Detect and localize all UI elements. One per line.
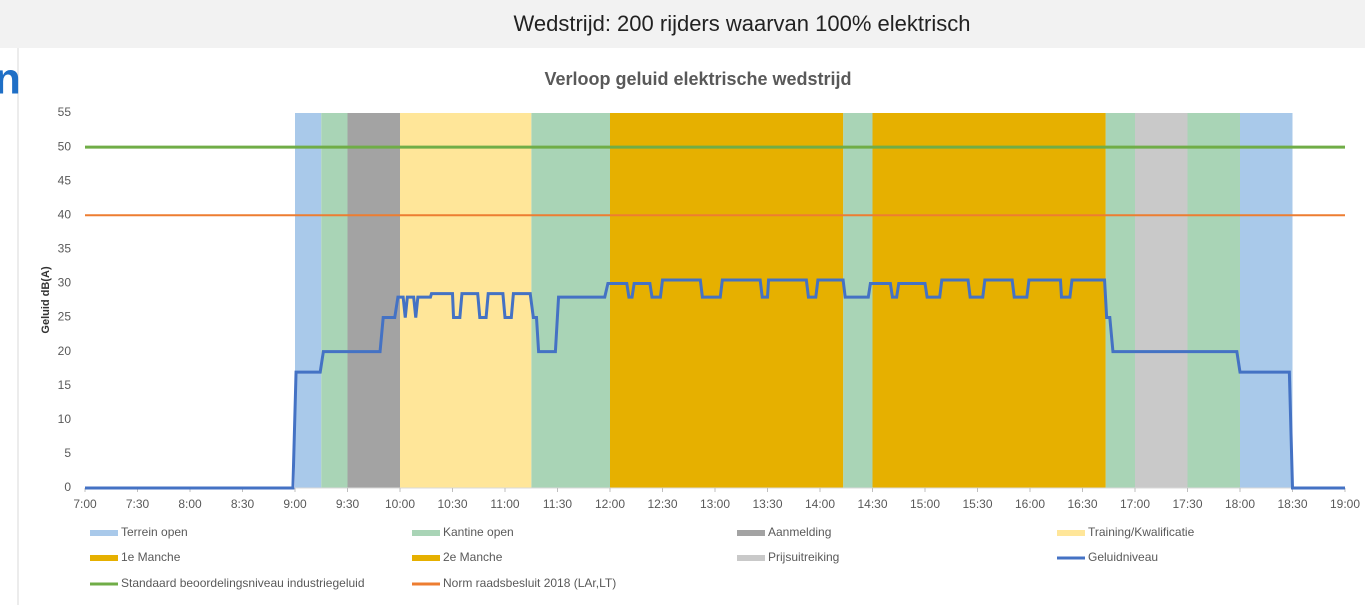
x-tick-label: 11:00 — [490, 497, 519, 511]
y-tick-label: 5 — [64, 446, 71, 460]
band — [1105, 113, 1135, 488]
y-tick-label: 40 — [58, 207, 72, 221]
x-tick-label: 13:30 — [752, 497, 782, 511]
band — [347, 113, 400, 488]
legend-swatch — [1057, 530, 1085, 536]
legend-label: Kantine open — [443, 525, 514, 539]
y-tick-label: 10 — [58, 412, 72, 426]
x-tick-label: 12:30 — [647, 497, 677, 511]
x-tick-label: 17:00 — [1120, 497, 1150, 511]
y-tick-label: 50 — [58, 139, 72, 153]
x-tick-label: 10:30 — [437, 497, 467, 511]
y-tick-label: 45 — [58, 173, 72, 187]
legend-label: Aanmelding — [768, 525, 831, 539]
x-tick-label: 8:30 — [231, 497, 255, 511]
legend-swatch — [737, 555, 765, 561]
band — [531, 113, 610, 488]
band — [872, 113, 1106, 488]
header-title: Wedstrijd: 200 rijders waarvan 100% elek… — [514, 11, 971, 36]
legend-swatch — [90, 555, 118, 561]
x-tick-label: 7:30 — [126, 497, 150, 511]
y-tick-label: 25 — [58, 310, 72, 324]
x-tick-label: 16:00 — [1015, 497, 1045, 511]
x-tick-label: 8:00 — [178, 497, 202, 511]
x-tick-label: 19:00 — [1330, 497, 1360, 511]
legend-swatch — [412, 530, 440, 536]
y-tick-label: 35 — [58, 242, 72, 256]
legend-label: 1e Manche — [121, 550, 181, 564]
band — [1240, 113, 1293, 488]
x-tick-label: 9:30 — [336, 497, 360, 511]
x-tick-label: 17:30 — [1172, 497, 1202, 511]
band — [843, 113, 873, 488]
band — [1135, 113, 1188, 488]
y-axis-label: Geluid dB(A) — [40, 266, 52, 334]
x-tick-label: 14:00 — [805, 497, 835, 511]
band — [1187, 113, 1240, 488]
legend-label: Training/Kwalificatie — [1088, 525, 1195, 539]
x-tick-label: 15:30 — [962, 497, 992, 511]
x-tick-label: 14:30 — [857, 497, 887, 511]
edge-fragment: n — [0, 55, 21, 104]
legend-swatch — [90, 530, 118, 536]
y-tick-label: 55 — [58, 105, 72, 119]
sound-line — [85, 278, 1345, 490]
x-tick-label: 18:30 — [1277, 497, 1307, 511]
legend-label: 2e Manche — [443, 550, 503, 564]
band — [610, 113, 844, 488]
x-tick-label: 18:00 — [1225, 497, 1255, 511]
header-band — [0, 0, 1365, 48]
x-tick-label: 7:00 — [73, 497, 97, 511]
legend-label: Prijsuitreiking — [768, 550, 839, 564]
legend-swatch — [412, 555, 440, 561]
legend-label: Terrein open — [121, 525, 188, 539]
x-tick-label: 12:00 — [595, 497, 625, 511]
y-tick-label: 0 — [64, 480, 71, 494]
x-tick-label: 13:00 — [700, 497, 730, 511]
band — [400, 113, 532, 488]
legend-label: Standaard beoordelingsniveau industriege… — [121, 576, 365, 590]
band — [295, 113, 322, 488]
legend-swatch — [737, 530, 765, 536]
x-tick-label: 11:30 — [543, 497, 572, 511]
band — [321, 113, 348, 488]
y-tick-label: 15 — [58, 378, 72, 392]
x-tick-label: 9:00 — [283, 497, 307, 511]
x-tick-label: 10:00 — [385, 497, 415, 511]
x-tick-label: 16:30 — [1067, 497, 1097, 511]
legend-label: Geluidniveau — [1088, 550, 1158, 564]
y-tick-label: 20 — [58, 344, 72, 358]
x-tick-label: 15:00 — [910, 497, 940, 511]
y-tick-label: 30 — [58, 276, 72, 290]
chart-title: Verloop geluid elektrische wedstrijd — [544, 69, 851, 89]
legend-label: Norm raadsbesluit 2018 (LAr,LT) — [443, 576, 616, 590]
